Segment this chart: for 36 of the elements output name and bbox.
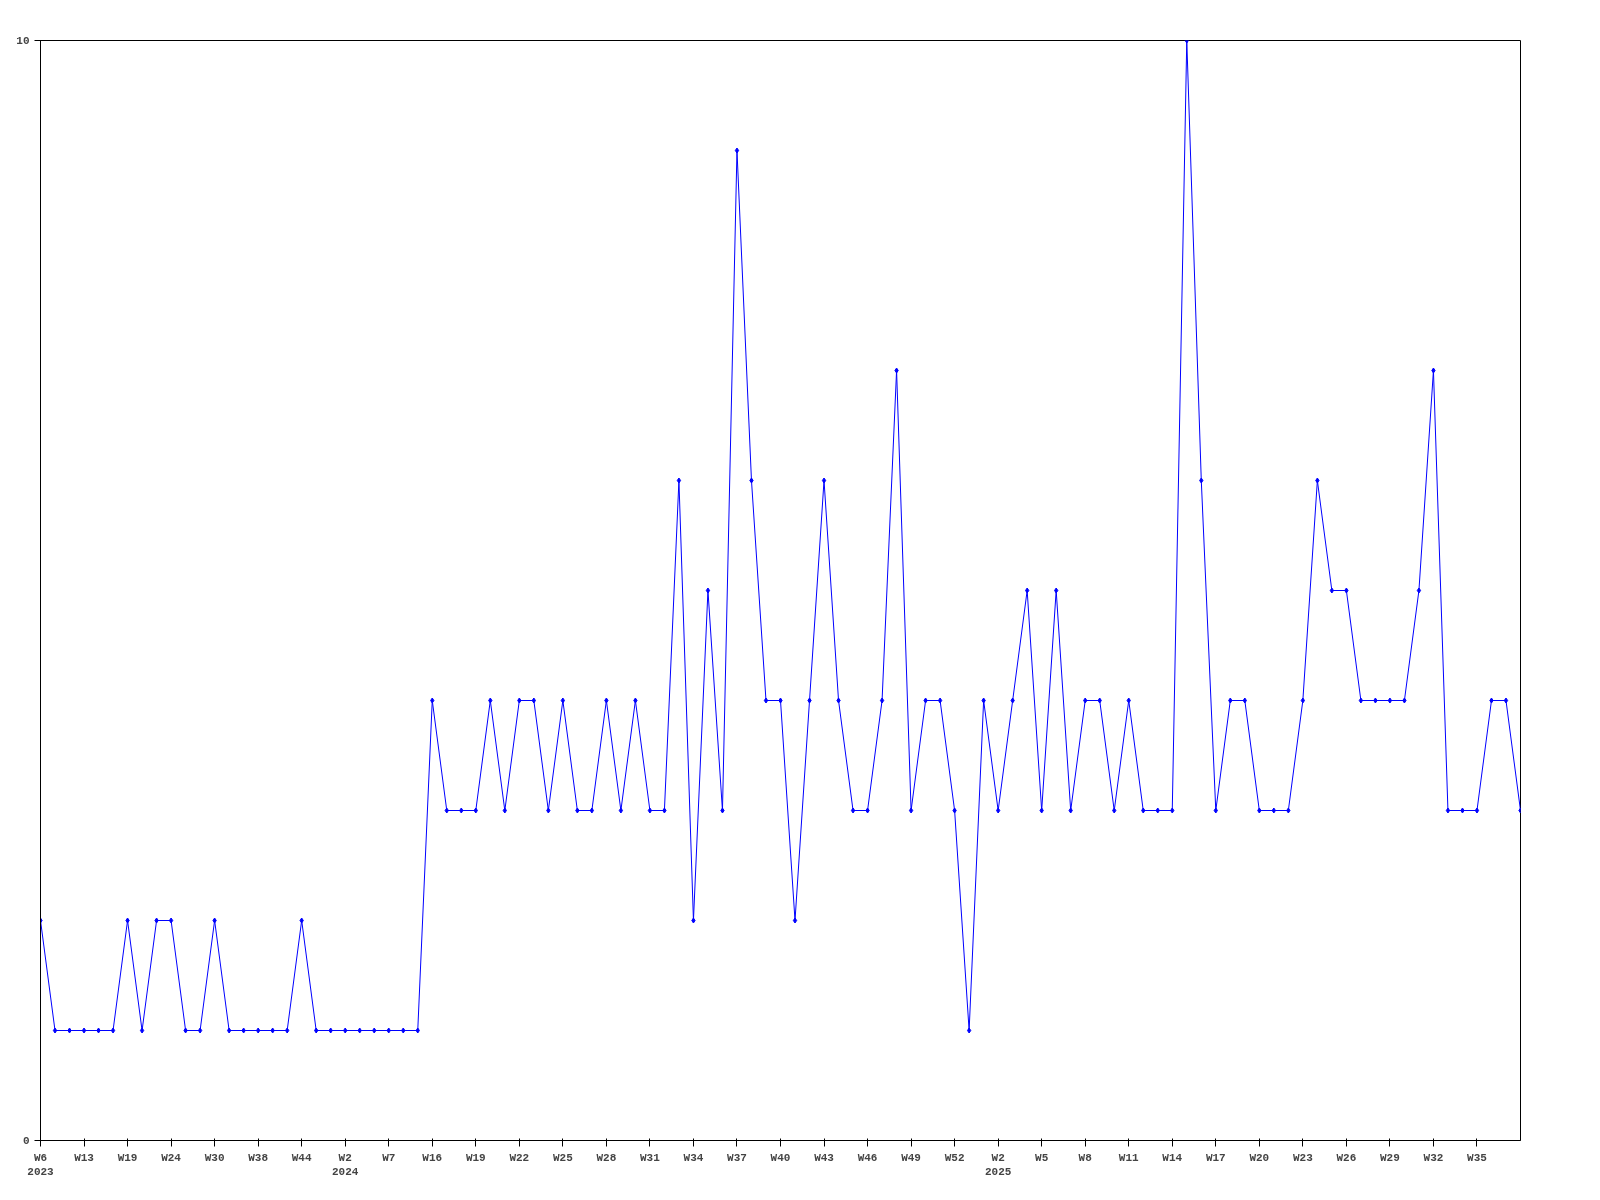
x-tick-label: W13 — [74, 1151, 95, 1164]
x-tick-label: W37 — [727, 1151, 747, 1164]
x-tick-label: W32 — [1423, 1151, 1444, 1164]
x-tick-label: W26 — [1336, 1151, 1357, 1164]
y-tick-label: 0 — [22, 1135, 30, 1147]
x-tick-label: W2 2024 — [332, 1151, 359, 1178]
x-tick-label: W7 — [382, 1151, 396, 1164]
x-tick-label: W52 — [944, 1151, 965, 1164]
x-tick-label: W14 — [1162, 1151, 1183, 1164]
x-tick-label: W25 — [552, 1151, 574, 1164]
x-tick-label: W43 — [814, 1151, 835, 1164]
x-tick-label: W28 — [596, 1151, 617, 1164]
x-tick-label: W6 2023 — [27, 1151, 55, 1178]
x-tick-label: W38 — [248, 1151, 269, 1164]
x-tick-label: W19 — [117, 1151, 138, 1164]
x-tick-label: W22 — [509, 1151, 530, 1164]
x-tick-label: W49 — [901, 1151, 921, 1164]
x-tick-label: W29 — [1380, 1151, 1400, 1164]
x-tick-label: W44 — [291, 1151, 312, 1164]
x-tick-label: W23 — [1292, 1151, 1314, 1164]
x-tick-label: W17 — [1205, 1151, 1226, 1164]
x-tick-label: W5 — [1035, 1151, 1049, 1164]
y-tick-label: 10 — [16, 35, 30, 47]
x-tick-label: W34 — [683, 1151, 704, 1164]
x-tick-label: W31 — [640, 1151, 661, 1164]
x-tick-label: W2 2025 — [984, 1151, 1012, 1178]
x-tick-label: W11 — [1118, 1151, 1140, 1164]
x-tick-label: W20 — [1249, 1151, 1270, 1164]
x-tick-label: W8 — [1078, 1151, 1093, 1164]
x-tick-label: W35 — [1467, 1151, 1488, 1164]
x-tick-label: W46 — [857, 1151, 878, 1164]
x-tick-label: W24 — [161, 1151, 182, 1164]
x-tick-label: W30 — [204, 1151, 225, 1164]
x-tick-label: W19 — [465, 1151, 486, 1164]
x-tick-label: W40 — [770, 1151, 791, 1164]
x-tick-label: W16 — [422, 1151, 443, 1164]
